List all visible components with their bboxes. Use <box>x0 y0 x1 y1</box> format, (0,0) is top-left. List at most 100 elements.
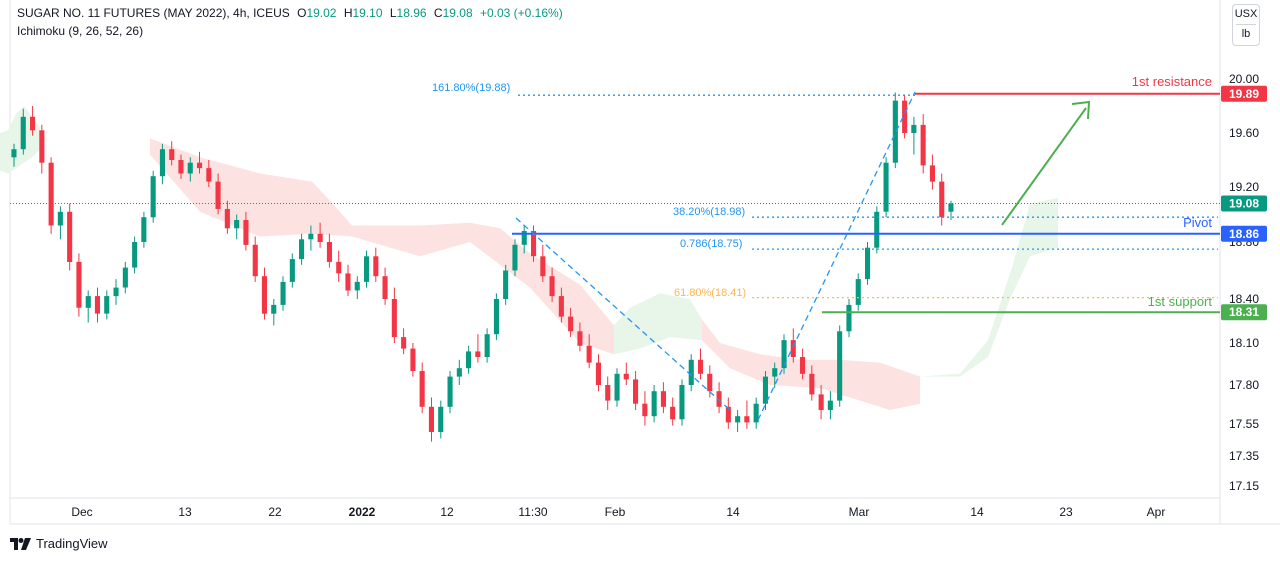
candle-body <box>865 247 871 280</box>
candle <box>809 365 815 401</box>
candle-body <box>475 351 481 357</box>
candle <box>744 400 750 429</box>
candle-body <box>113 287 119 297</box>
indicator-legend[interactable]: Ichimoku (9, 26, 52, 26) <box>17 24 144 38</box>
candle-body <box>874 211 880 248</box>
candle <box>289 253 295 288</box>
candle <box>531 225 537 262</box>
candle-body <box>892 100 898 163</box>
cloud-bearish-segment <box>702 319 920 410</box>
candle <box>428 397 434 442</box>
candle <box>688 354 694 392</box>
time-tick-label: 12 <box>440 505 454 519</box>
high-label: H <box>343 6 353 20</box>
price-tick-label: 17.15 <box>1229 479 1259 493</box>
candle-body <box>466 351 472 369</box>
symbol-legend[interactable]: SUGAR NO. 11 FUTURES (MAY 2022), 4h, ICE… <box>17 6 563 20</box>
candle <box>224 200 230 234</box>
candle <box>818 385 824 420</box>
candle-body <box>521 231 527 245</box>
candle-body <box>57 211 63 226</box>
candle-body <box>438 406 444 432</box>
candle-body <box>698 359 704 374</box>
candle-body <box>336 261 342 274</box>
candle <box>317 222 323 248</box>
candle-body <box>902 100 908 133</box>
candle <box>855 273 861 311</box>
pivot-label: Pivot <box>1183 215 1212 230</box>
projection-arrow-head <box>1071 100 1091 120</box>
resistance-label: 1st resistance <box>1132 74 1212 89</box>
unit-divider <box>1236 24 1256 25</box>
candle-body <box>809 373 815 395</box>
candle-body <box>651 391 657 417</box>
time-tick-label: Apr <box>1147 505 1166 519</box>
candle-body <box>837 331 843 401</box>
candle <box>623 362 629 385</box>
candle-body <box>215 181 221 209</box>
candle-body <box>818 394 824 410</box>
close-label: C <box>433 6 443 20</box>
candle-body <box>122 267 128 288</box>
candle-body <box>48 162 54 226</box>
candle <box>595 354 601 392</box>
candle <box>577 322 583 352</box>
candle <box>391 287 397 343</box>
low-label: L <box>389 6 397 20</box>
candle-body <box>568 316 574 332</box>
candle <box>67 203 73 271</box>
candle <box>466 345 472 374</box>
candle <box>94 287 100 323</box>
candle <box>141 211 147 248</box>
candle-body <box>744 416 750 423</box>
candle-body <box>197 162 203 169</box>
candle-body <box>150 176 156 218</box>
candle-body <box>39 130 45 163</box>
candle <box>660 382 666 414</box>
time-axis[interactable]: Dec 13 22 2022 12 11:30 Feb 14 Mar 14 23 Apr <box>71 505 1165 519</box>
candle <box>716 382 722 414</box>
candle-body <box>243 220 249 245</box>
candle <box>558 287 564 323</box>
time-tick-label: 2022 <box>349 505 376 519</box>
candle-body <box>883 162 889 212</box>
price-tick-label: 20.00 <box>1229 72 1259 86</box>
time-tick-label: Dec <box>71 505 92 519</box>
candle <box>929 154 935 190</box>
candle <box>948 200 954 220</box>
price-axis[interactable]: 20.0019.6019.2018.8018.4018.1017.8017.55… <box>1229 72 1259 493</box>
open-value: 19.02 <box>306 6 337 20</box>
candle-body <box>493 299 499 335</box>
candle-body <box>280 281 286 305</box>
candle-body <box>224 209 230 229</box>
candle <box>48 157 54 234</box>
candle-body <box>586 345 592 363</box>
candle-body <box>289 259 295 282</box>
price-tick-label: 17.55 <box>1229 417 1259 431</box>
candle-body <box>549 276 555 297</box>
candle-body <box>735 416 741 423</box>
candle <box>132 236 138 274</box>
candle <box>178 154 184 179</box>
candle <box>633 371 639 410</box>
currency-unit-selector[interactable]: USX lb <box>1232 4 1260 46</box>
candle-body <box>373 256 379 277</box>
time-tick-label: Feb <box>605 505 626 519</box>
tradingview-branding[interactable]: TradingView <box>10 536 108 551</box>
fib-label-161-8: 161.80%(19.88) <box>432 82 510 94</box>
candle <box>373 247 379 282</box>
candle <box>243 211 249 251</box>
candle <box>419 362 425 414</box>
time-tick-label: 14 <box>970 505 984 519</box>
candle-body <box>76 261 82 308</box>
candle <box>187 157 193 182</box>
candle <box>252 236 258 282</box>
candle <box>11 143 17 167</box>
candle <box>57 206 63 240</box>
candle-body <box>679 385 685 420</box>
candle-body <box>531 231 537 257</box>
fib-label-0-786: 0.786(18.75) <box>680 238 742 250</box>
candle-body <box>364 256 370 282</box>
time-tick-label: 23 <box>1059 505 1073 519</box>
